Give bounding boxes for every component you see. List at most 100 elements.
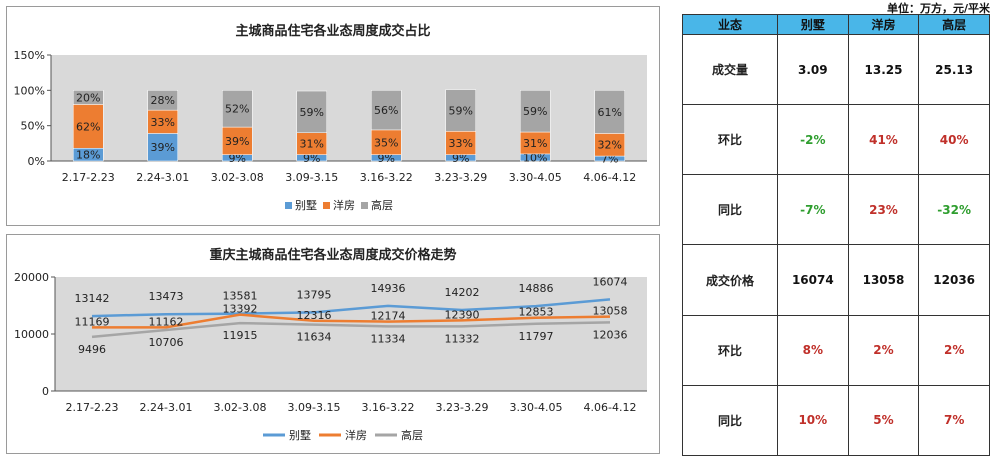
table-row: 环比 8% 2% 2% (682, 314, 990, 386)
x-tick-label: 3.09-3.15 (288, 401, 341, 414)
legend-swatch (323, 202, 330, 209)
x-tick-label: 3.23-3.29 (434, 171, 487, 184)
data-label: 20% (76, 91, 100, 104)
data-label: 59% (300, 106, 324, 119)
data-label: 59% (449, 104, 473, 117)
data-label: 9% (303, 152, 320, 165)
table-cell: 12036 (918, 244, 990, 316)
table-cell: 41% (847, 104, 920, 176)
y-tick-label: 50% (21, 120, 45, 133)
data-label: 13795 (297, 288, 332, 301)
data-label: 32% (598, 139, 622, 152)
data-label: 11334 (371, 332, 406, 345)
row-label: 成交价格 (682, 244, 778, 316)
data-label: 11332 (445, 332, 480, 345)
x-tick-label: 2.17-2.23 (66, 401, 119, 414)
row-label: 环比 (682, 104, 778, 176)
legend: 别墅 洋房 高层 (263, 428, 423, 442)
row-label: 成交量 (682, 33, 778, 106)
data-label: 52% (225, 103, 249, 116)
legend-swatch (361, 202, 368, 209)
table-cell: 40% (918, 104, 990, 176)
data-label: 13058 (593, 305, 628, 318)
data-label: 13581 (223, 290, 258, 303)
data-label: 9% (229, 152, 246, 165)
data-label: 12174 (371, 310, 406, 323)
data-label: 12853 (519, 306, 554, 319)
table-cell: 16074 (777, 244, 849, 316)
x-axis: 2.17-2.23 2.24-3.01 3.02-3.08 3.09-3.15 3.16… (62, 171, 636, 184)
bar-segment (445, 89, 476, 132)
table-row: 成交量 3.09 13.25 25.13 (682, 33, 990, 106)
bar-marks: 18%62%20%39%33%28%9%39%52%9%31%59%9%35%5… (73, 89, 625, 166)
unit-label: 单位：万方，元/平米 (886, 2, 990, 15)
bar-segment (73, 90, 104, 105)
data-label: 31% (523, 137, 547, 150)
series-line (91, 298, 611, 318)
x-tick-label: 2.24-3.01 (136, 171, 189, 184)
data-label: 33% (151, 116, 175, 129)
table-cell: 2% (918, 314, 990, 386)
x-tick-label: 2.17-2.23 (62, 171, 115, 184)
table-cell: 2% (847, 314, 920, 386)
bar-segment (73, 104, 104, 149)
header-cell: 业态 (682, 14, 778, 35)
data-label: 31% (300, 138, 324, 151)
data-label: 39% (151, 141, 175, 154)
data-label: 14936 (371, 282, 406, 295)
table-cell: 13.25 (847, 33, 920, 106)
data-label: 13392 (223, 303, 258, 316)
table-cell: 7% (918, 384, 990, 457)
header-cell: 高层 (918, 14, 990, 35)
data-label: 12316 (297, 309, 332, 322)
table-cell: -2% (777, 104, 849, 176)
stats-table: 业态 别墅 洋房 高层 成交量 3.09 13.25 25.13 环比 -2% … (682, 14, 990, 457)
table-cell: -32% (918, 174, 990, 246)
data-label: 11169 (75, 315, 110, 328)
data-label: 10706 (149, 336, 184, 349)
legend-label: 洋房 (345, 428, 367, 442)
x-tick-label: 4.06-4.12 (583, 171, 636, 184)
legend-label: 别墅 (289, 429, 311, 442)
data-label: 39% (225, 135, 249, 148)
data-label: 33% (449, 137, 473, 150)
table-cell: 23% (847, 174, 920, 246)
data-label: 28% (151, 94, 175, 107)
table-cell: -7% (777, 174, 849, 246)
row-label: 同比 (682, 174, 778, 246)
header-cell: 洋房 (847, 14, 920, 35)
legend-label: 高层 (371, 198, 393, 212)
y-tick-label: 10000 (14, 328, 49, 341)
x-tick-label: 3.30-4.05 (509, 171, 562, 184)
plot-area (51, 55, 647, 161)
chart-title: 重庆主城商品住宅各业态周度成交价格走势 (209, 247, 456, 263)
data-label: 18% (76, 149, 100, 162)
x-tick-label: 3.02-3.08 (214, 401, 267, 414)
data-label: 9496 (78, 343, 106, 356)
x-tick-label: 2.24-3.01 (140, 401, 193, 414)
legend-label: 洋房 (333, 198, 355, 212)
data-label: 9% (452, 152, 469, 165)
table-row: 环比 -2% 41% 40% (682, 104, 990, 176)
x-tick-label: 3.02-3.08 (211, 171, 264, 184)
row-label: 同比 (682, 384, 778, 457)
data-label: 11915 (223, 329, 258, 342)
legend: 别墅 洋房 高层 (285, 198, 393, 212)
data-label: 11634 (297, 331, 332, 344)
data-label: 56% (374, 104, 398, 117)
data-label: 12036 (593, 328, 628, 341)
data-label: 14202 (445, 286, 480, 299)
price-chart-panel: 重庆主城商品住宅各业态周度成交价格走势 0 10000 20000 13142 111… (6, 234, 660, 454)
bar-segment (296, 90, 327, 133)
table-header-row: 业态 别墅 洋房 高层 (682, 14, 990, 35)
price-line-chart: 重庆主城商品住宅各业态周度成交价格走势 0 10000 20000 13142 111… (14, 247, 647, 442)
line-marks (91, 298, 611, 339)
bar-segment (594, 90, 625, 134)
plot-area (55, 277, 647, 391)
table-cell: 10% (777, 384, 849, 457)
data-label: 59% (523, 105, 547, 118)
legend-swatch (285, 202, 292, 209)
bar-segment (520, 90, 551, 133)
table-cell: 3.09 (777, 33, 849, 106)
table-row: 成交价格 16074 13058 12036 (682, 244, 990, 316)
